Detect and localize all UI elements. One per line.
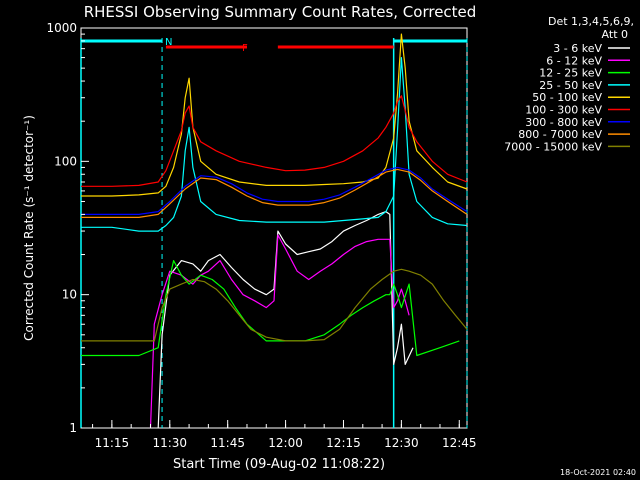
footer-timestamp: 18-Oct-2021 02:40 (560, 468, 636, 477)
x-tick-label-4: 12:15 (326, 436, 361, 450)
legend-label-5: 100 - 300 keV (525, 104, 602, 117)
series-line-7 (81, 168, 468, 218)
x-tick-label-0: 11:15 (95, 436, 130, 450)
series-line-5 (81, 95, 468, 187)
y-tick-label-0: 1 (69, 421, 77, 435)
x-tick-label-2: 11:45 (210, 436, 245, 450)
legend-label-7: 800 - 7000 keV (518, 128, 602, 141)
legend-label-3: 25 - 50 keV (539, 79, 602, 92)
x-tick-label-1: 11:30 (152, 436, 187, 450)
series-line-1 (149, 234, 410, 429)
legend-header-detectors: Det 1,3,4,5,6,9, (548, 15, 634, 28)
series-line-6 (81, 166, 468, 215)
flag-bars: FN (80, 37, 468, 428)
series-line-0 (157, 211, 414, 429)
legend-label-6: 300 - 800 keV (525, 116, 602, 129)
flag-f-label: F (242, 43, 248, 54)
legend-label-4: 50 - 100 keV (532, 91, 602, 104)
plot-border (80, 27, 468, 429)
x-tick-label-6: 12:45 (442, 436, 477, 450)
x-axis-label: Start Time (09-Aug-02 11:08:22) (173, 457, 385, 472)
x-tick-label-3: 12:00 (268, 436, 303, 450)
y-tick-label-2: 100 (54, 154, 77, 168)
plot-frame (80, 27, 468, 429)
legend-label-0: 3 - 6 keV (553, 42, 602, 55)
y-axis-label: Corrected Count Rate (s⁻¹ detector⁻¹) (22, 115, 36, 341)
y-tick-label-1: 10 (62, 288, 77, 302)
x-axis-ticks: 11:15 11:30 11:45 12:00 12:15 12:30 12:45 (92, 420, 477, 450)
y-axis-ticks: 1 10 100 1000 (46, 21, 89, 435)
legend-label-2: 12 - 25 keV (539, 67, 602, 80)
chart-title: RHESSI Observing Summary Count Rates, Co… (84, 3, 477, 21)
legend-label-8: 7000 - 15000 keV (504, 140, 602, 153)
x-tick-label-5: 12:30 (384, 436, 419, 450)
series-line-4 (81, 33, 468, 197)
series-line-3 (81, 56, 468, 232)
flag-n-label: N (165, 37, 172, 48)
series-lines (81, 33, 468, 429)
series-line-8 (81, 268, 468, 342)
legend-label-1: 6 - 12 keV (546, 54, 602, 67)
legend-header-attenuator: Att 0 (602, 28, 628, 41)
y-tick-label-3: 1000 (46, 21, 77, 35)
